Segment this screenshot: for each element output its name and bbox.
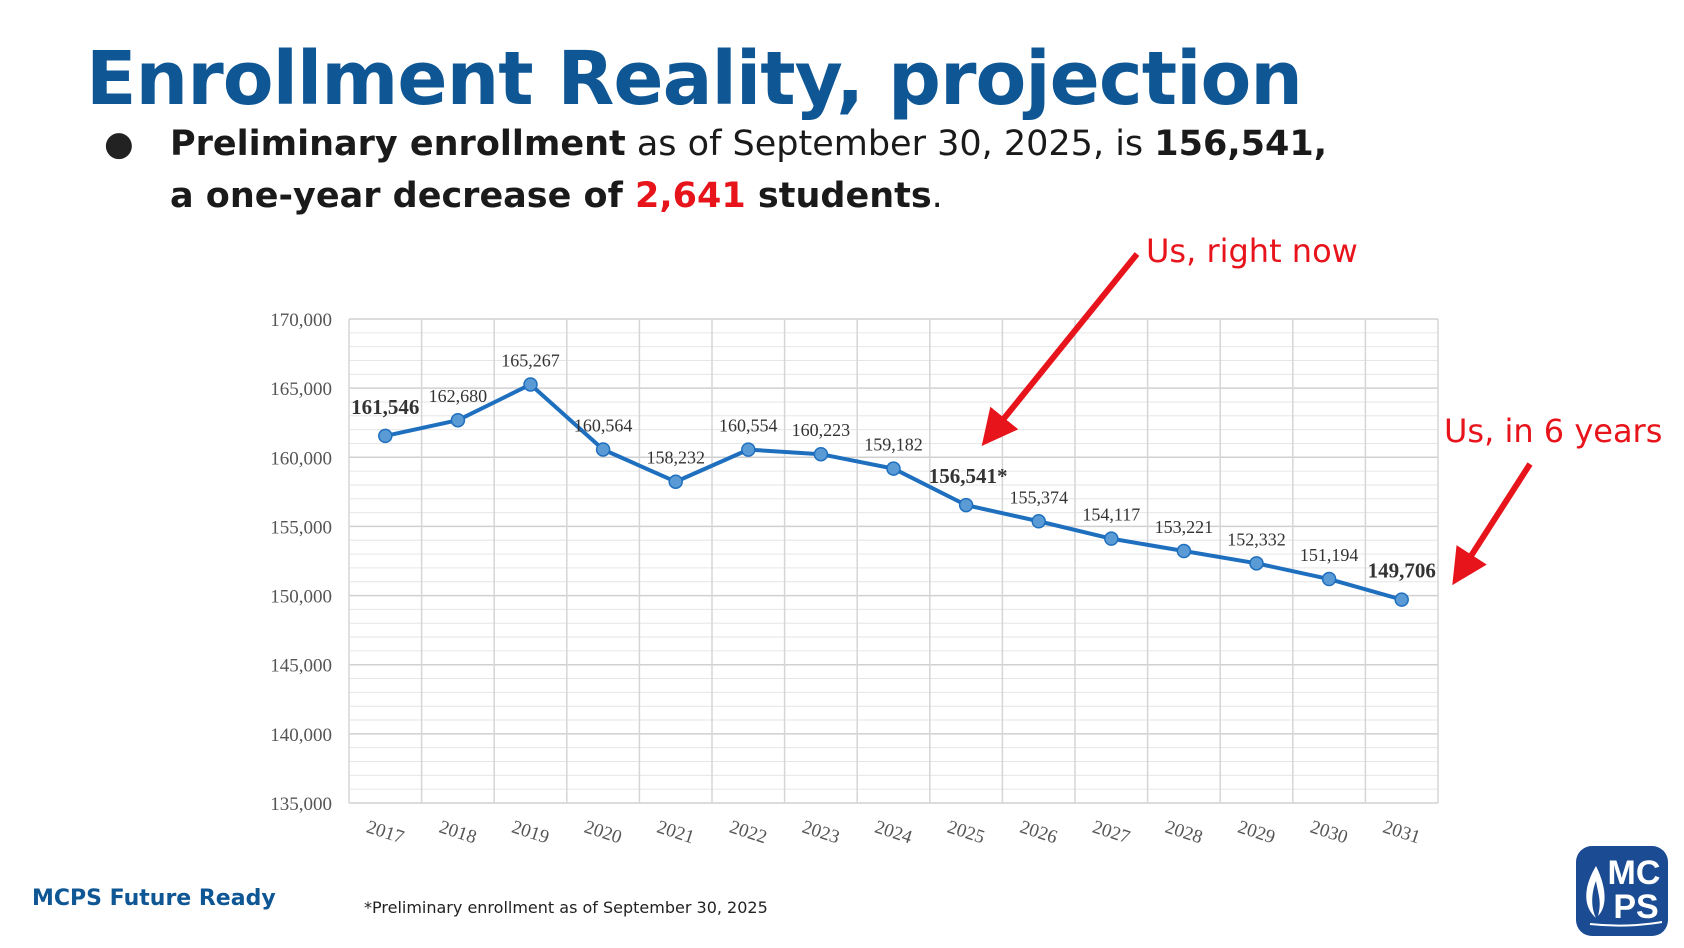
y-tick-label: 165,000 <box>270 379 332 400</box>
y-tick-label: 155,000 <box>270 517 332 538</box>
data-point <box>886 461 901 476</box>
svg-text:PS: PS <box>1613 888 1658 926</box>
data-point <box>1321 571 1337 587</box>
data-label: 160,554 <box>719 416 778 436</box>
bold-text: a one-year decrease of <box>170 176 636 216</box>
svg-text:MC: MC <box>1608 854 1661 892</box>
data-point <box>958 497 974 513</box>
data-label: 161,546 <box>351 395 419 419</box>
data-label: 149,706 <box>1368 559 1436 583</box>
data-label: 159,182 <box>864 435 923 455</box>
data-point <box>1249 556 1264 571</box>
x-tick-label: 2026 <box>1017 817 1060 849</box>
arrow-now <box>981 252 1140 446</box>
data-point <box>1031 514 1046 529</box>
bullet-line-2: a one-year decrease of 2,641 students. <box>170 176 943 216</box>
footnote: *Preliminary enrollment as of September … <box>364 898 768 917</box>
x-tick-label: 2020 <box>582 817 625 849</box>
bold-text: students <box>745 176 932 216</box>
data-label: 162,680 <box>429 386 488 406</box>
data-label: 154,117 <box>1082 505 1140 525</box>
data-point <box>595 442 611 457</box>
x-tick-label: 2023 <box>799 817 842 849</box>
decrease-number: 2,641 <box>635 176 746 216</box>
x-tick-label: 2017 <box>364 817 407 849</box>
annotation-future: Us, in 6 years <box>1444 412 1663 450</box>
x-tick-label: 2028 <box>1162 817 1205 849</box>
data-point <box>813 446 829 462</box>
text: . <box>931 176 943 216</box>
x-tick-label: 2030 <box>1308 817 1351 849</box>
data-label: 165,267 <box>501 350 560 370</box>
slide-title: Enrollment Reality, projection <box>86 36 1303 122</box>
data-label: 156,541* <box>929 464 1008 488</box>
annotation-now: Us, right now <box>1146 232 1358 270</box>
data-point <box>1176 543 1192 559</box>
y-tick-label: 160,000 <box>270 448 332 469</box>
series-line <box>384 382 1403 602</box>
x-tick-label: 2031 <box>1380 817 1423 849</box>
x-tick-label: 2029 <box>1235 817 1278 849</box>
enrollment-number: 156,541, <box>1154 124 1328 164</box>
x-tick-label: 2022 <box>727 817 770 849</box>
arrow-future <box>1452 462 1533 586</box>
y-tick-label: 140,000 <box>270 725 332 746</box>
footer-brand: MCPS Future Ready <box>32 886 276 911</box>
y-tick-label: 150,000 <box>270 587 332 608</box>
x-tick-label: 2018 <box>436 817 479 849</box>
data-point <box>1394 592 1409 607</box>
data-label: 153,221 <box>1155 517 1214 537</box>
data-label: 155,374 <box>1009 487 1068 507</box>
flame-icon: MC PS <box>1586 854 1663 927</box>
data-label: 152,332 <box>1227 529 1286 549</box>
y-tick-label: 170,000 <box>270 310 332 331</box>
data-label: 160,564 <box>574 415 633 435</box>
x-tick-label: 2025 <box>945 817 988 849</box>
data-label: 151,194 <box>1300 545 1359 565</box>
mcps-logo: MC PS <box>1576 846 1668 936</box>
data-point <box>668 474 683 489</box>
x-tick-label: 2021 <box>654 817 697 849</box>
data-point <box>741 442 756 457</box>
data-point <box>523 377 538 392</box>
y-tick-label: 145,000 <box>270 656 332 677</box>
data-point <box>378 428 393 444</box>
data-point <box>450 412 466 428</box>
text: as of September 30, 2025, is <box>625 124 1155 164</box>
x-tick-label: 2027 <box>1090 817 1133 849</box>
bullet-dot: ● <box>104 124 134 164</box>
data-label: 160,223 <box>792 420 851 440</box>
y-tick-label: 135,000 <box>270 794 332 815</box>
data-point <box>1104 531 1119 546</box>
data-label: 158,232 <box>646 448 705 468</box>
x-tick-label: 2024 <box>872 817 915 849</box>
bold-text: Preliminary enrollment <box>170 124 626 164</box>
bullet-line-1: Preliminary enrollment as of September 3… <box>170 124 1327 164</box>
x-tick-label: 2019 <box>509 817 552 849</box>
